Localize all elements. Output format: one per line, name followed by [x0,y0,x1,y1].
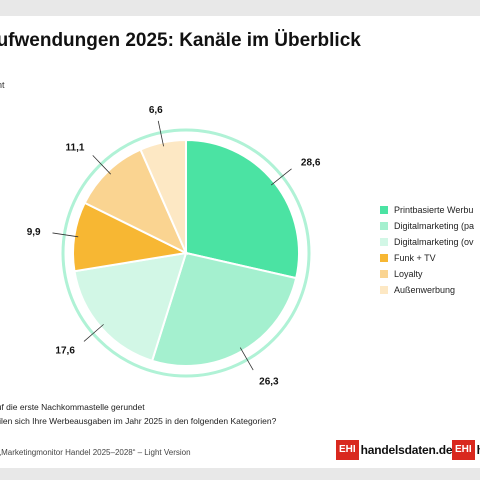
pie-data-label: 6,6 [149,105,163,116]
ehi-logo-site: handelsdaten.de [360,443,453,457]
ehi-logo-secondary[interactable]: EHI h [452,440,480,460]
ehi-logo-secondary-site: h [477,443,480,457]
pie-data-label: 28,6 [301,157,321,168]
pie-leader-line [239,347,254,371]
pie-chart: 28,6 26,3 17,6 9,9 11,1 6,6 [27,105,321,388]
pie-leader-line [92,155,111,175]
pie-leader-line [270,168,292,186]
legend-item[interactable]: Digitalmarketing (ov [380,234,474,250]
legend-swatch [380,286,388,294]
legend-swatch [380,254,388,262]
legend-item[interactable]: Loyalty [380,266,474,282]
legend-item[interactable]: Funk + TV [380,250,474,266]
legend-swatch [380,270,388,278]
footnote-rounding: auf die erste Nachkommastelle gerundet [0,402,145,412]
chart-title: aufwendungen 2025: Kanäle im Überblick [0,30,361,51]
legend-item[interactable]: Digitalmarketing (pa [380,218,474,234]
legend-item[interactable]: Printbasierte Werbu [380,202,474,218]
legend-swatch [380,222,388,230]
ehi-logo-mark: EHI [336,440,359,460]
legend-label: Funk + TV [394,253,436,263]
legend-label: Digitalmarketing (ov [394,237,474,247]
pie-leader-line [52,232,79,238]
legend-swatch [380,238,388,246]
legend-label: Loyalty [394,269,423,279]
legend-swatch [380,206,388,214]
chart-card: aufwendungen 2025: Kanäle im Überblick e… [0,16,480,468]
legend-label: Printbasierte Werbu [394,205,474,215]
legend-item[interactable]: Außenwerbung [380,282,474,298]
ehi-logo-secondary-mark: EHI [452,440,475,460]
pie-data-label: 9,9 [27,227,41,238]
source-line: : „Marketingmonitor Handel 2025–2028“ – … [0,448,191,457]
pie-leader-line [157,120,164,147]
legend-label: Außenwerbung [394,285,456,295]
unit-label: ent [0,80,5,90]
footnote-question: teilen sich Ihre Werbeausgaben im Jahr 2… [0,416,277,426]
pie-outer-ring [61,128,311,378]
pie-data-label: 11,1 [66,143,85,154]
pie-leader-line [83,324,104,342]
pie-data-label: 17,6 [55,345,75,356]
chart-legend: Printbasierte Werbu Digitalmarketing (pa D… [380,202,474,298]
pie-data-label: 26,3 [259,377,279,388]
legend-label: Digitalmarketing (pa [394,221,475,231]
ehi-logo[interactable]: EHI handelsdaten.de [336,440,453,460]
